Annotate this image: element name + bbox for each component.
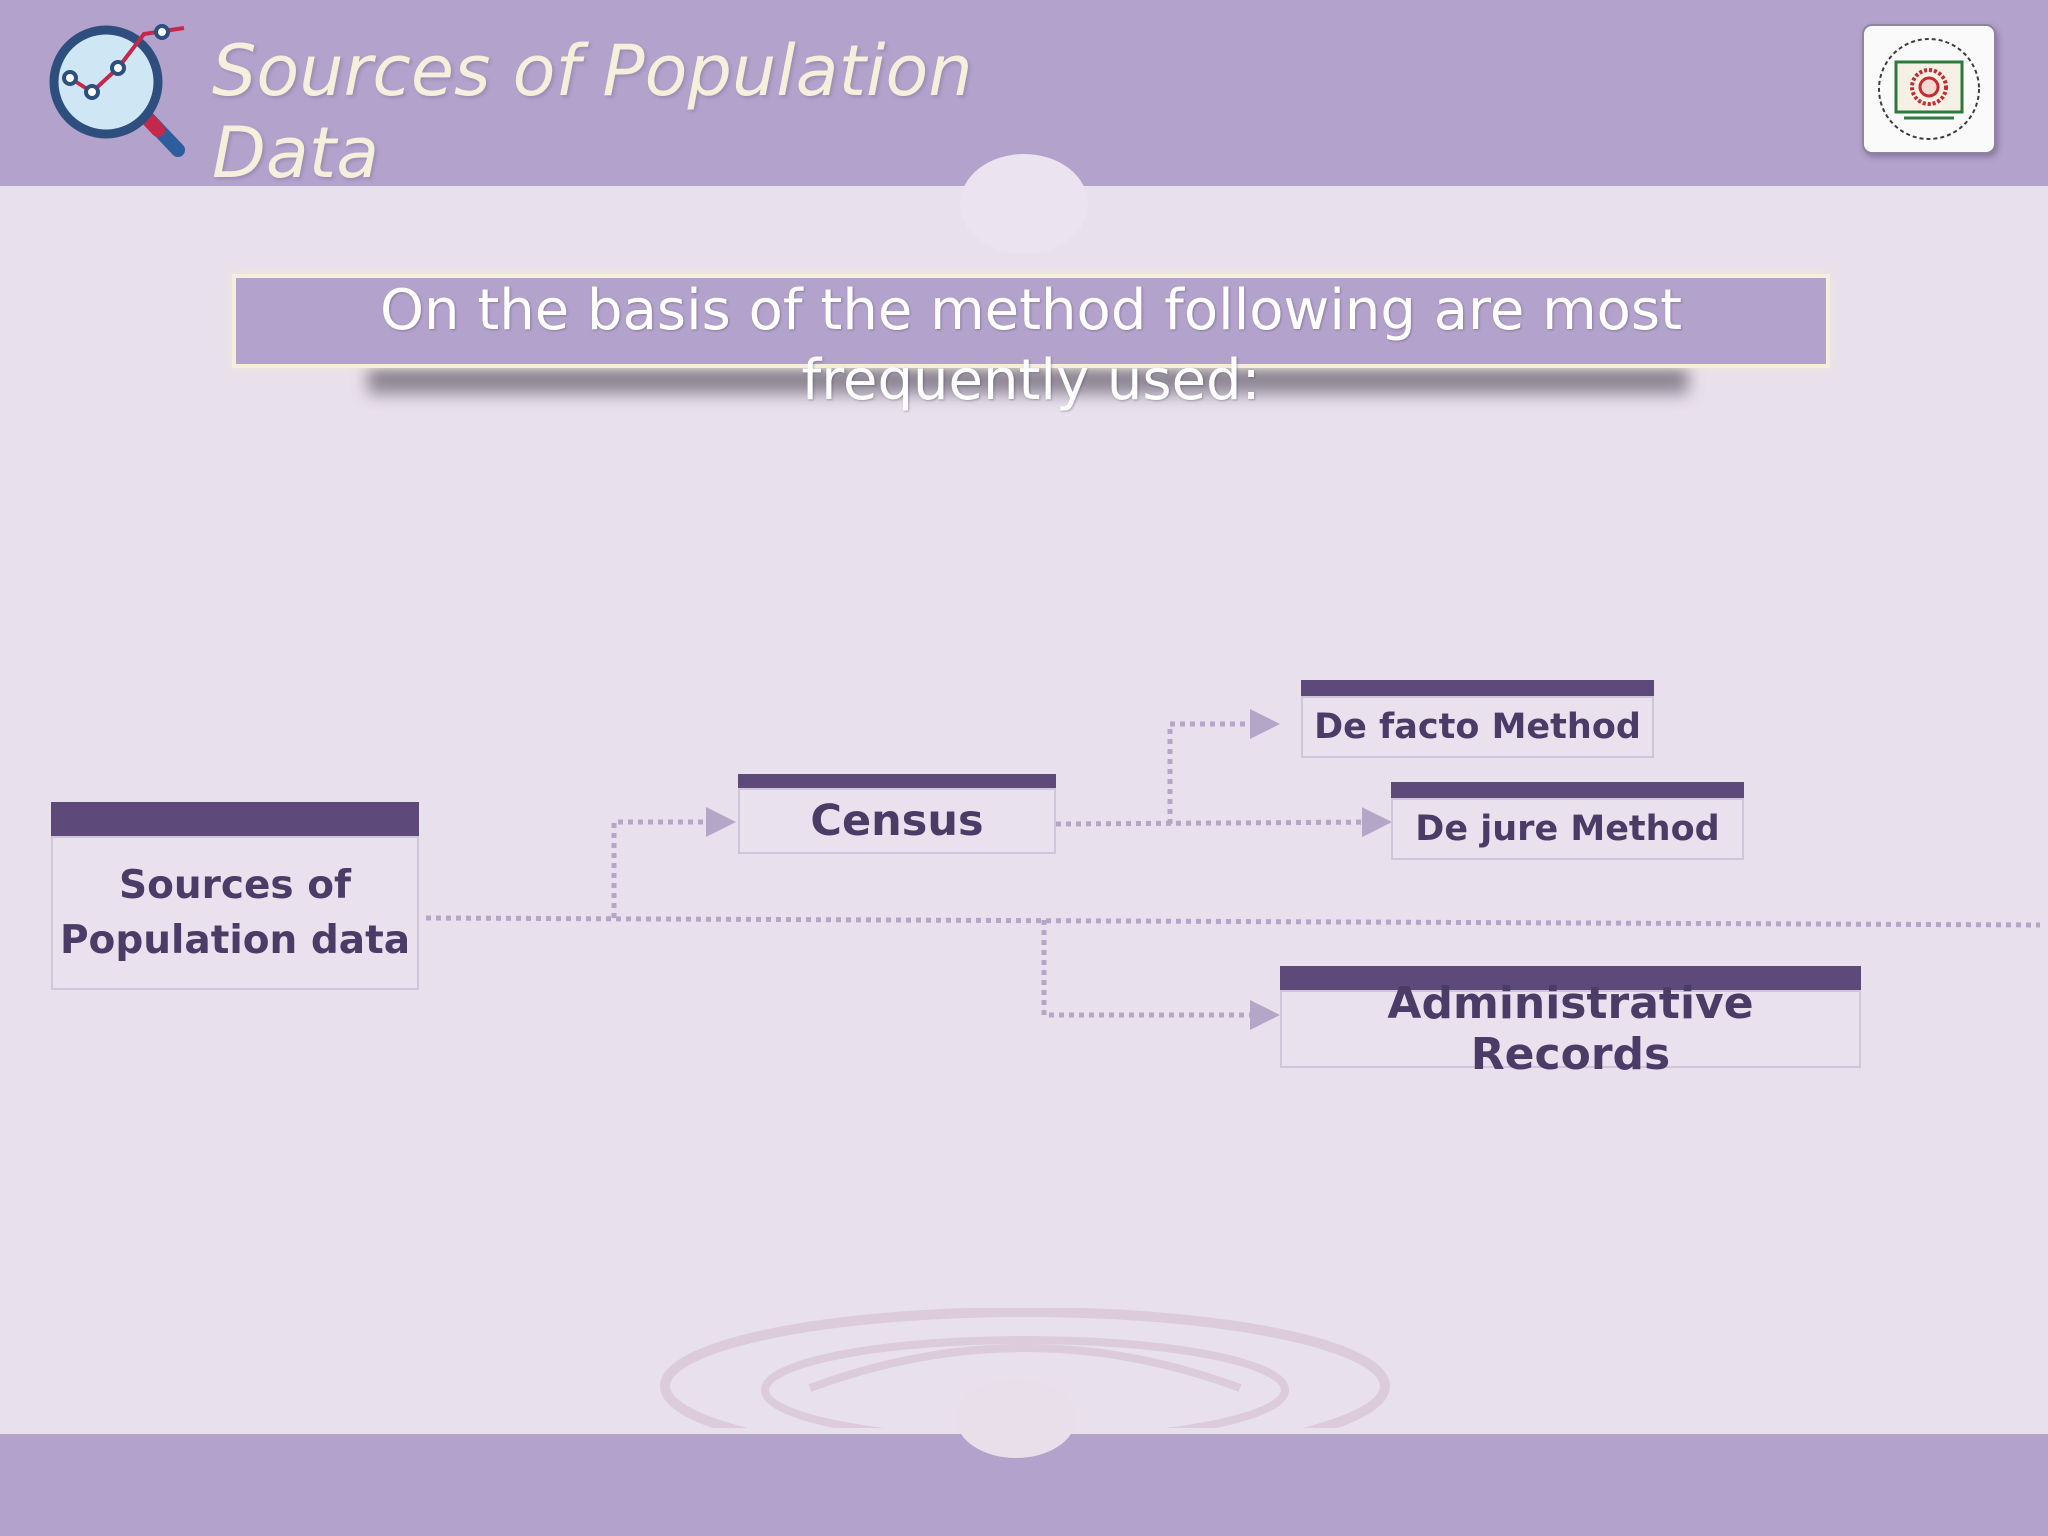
banner-text: On the basis of the method following are… bbox=[379, 278, 1683, 413]
root-node-label: Sources of Population data bbox=[59, 863, 411, 963]
dejure-node-bar bbox=[1391, 782, 1744, 798]
census-node-label: Census bbox=[810, 796, 984, 846]
admin-node-bar bbox=[1280, 966, 1861, 990]
banner-box bbox=[232, 274, 1830, 368]
magnifier-chart-icon bbox=[44, 20, 194, 160]
connector-root-trunk bbox=[425, 915, 2041, 928]
connector-root-admin bbox=[1041, 920, 1280, 1030]
defacto-node-bar bbox=[1301, 680, 1654, 696]
footer-notch bbox=[956, 1378, 1076, 1458]
watermark-seal bbox=[660, 1308, 1390, 1428]
connector-census-dejure bbox=[1055, 807, 1392, 838]
header-notch bbox=[960, 154, 1088, 254]
defacto-node: De facto Method bbox=[1301, 696, 1654, 758]
university-logo bbox=[1862, 24, 1996, 154]
dejure-node: De jure Method bbox=[1391, 798, 1744, 860]
banner-shadow bbox=[368, 364, 1688, 394]
root-node: Sources of Population data bbox=[51, 836, 419, 990]
census-node-bar bbox=[738, 774, 1056, 788]
census-node: Census bbox=[738, 788, 1056, 854]
slide-title: Sources of Population Data bbox=[212, 30, 973, 194]
defacto-node-label: De facto Method bbox=[1314, 707, 1641, 747]
dejure-node-label: De jure Method bbox=[1415, 809, 1720, 849]
root-node-bar bbox=[51, 802, 419, 836]
admin-node-label: Administrative Records bbox=[1387, 978, 1754, 1080]
connector-census-defacto bbox=[1167, 709, 1280, 824]
admin-node: Administrative Records bbox=[1280, 978, 1861, 1080]
connector-root-census bbox=[611, 807, 736, 918]
